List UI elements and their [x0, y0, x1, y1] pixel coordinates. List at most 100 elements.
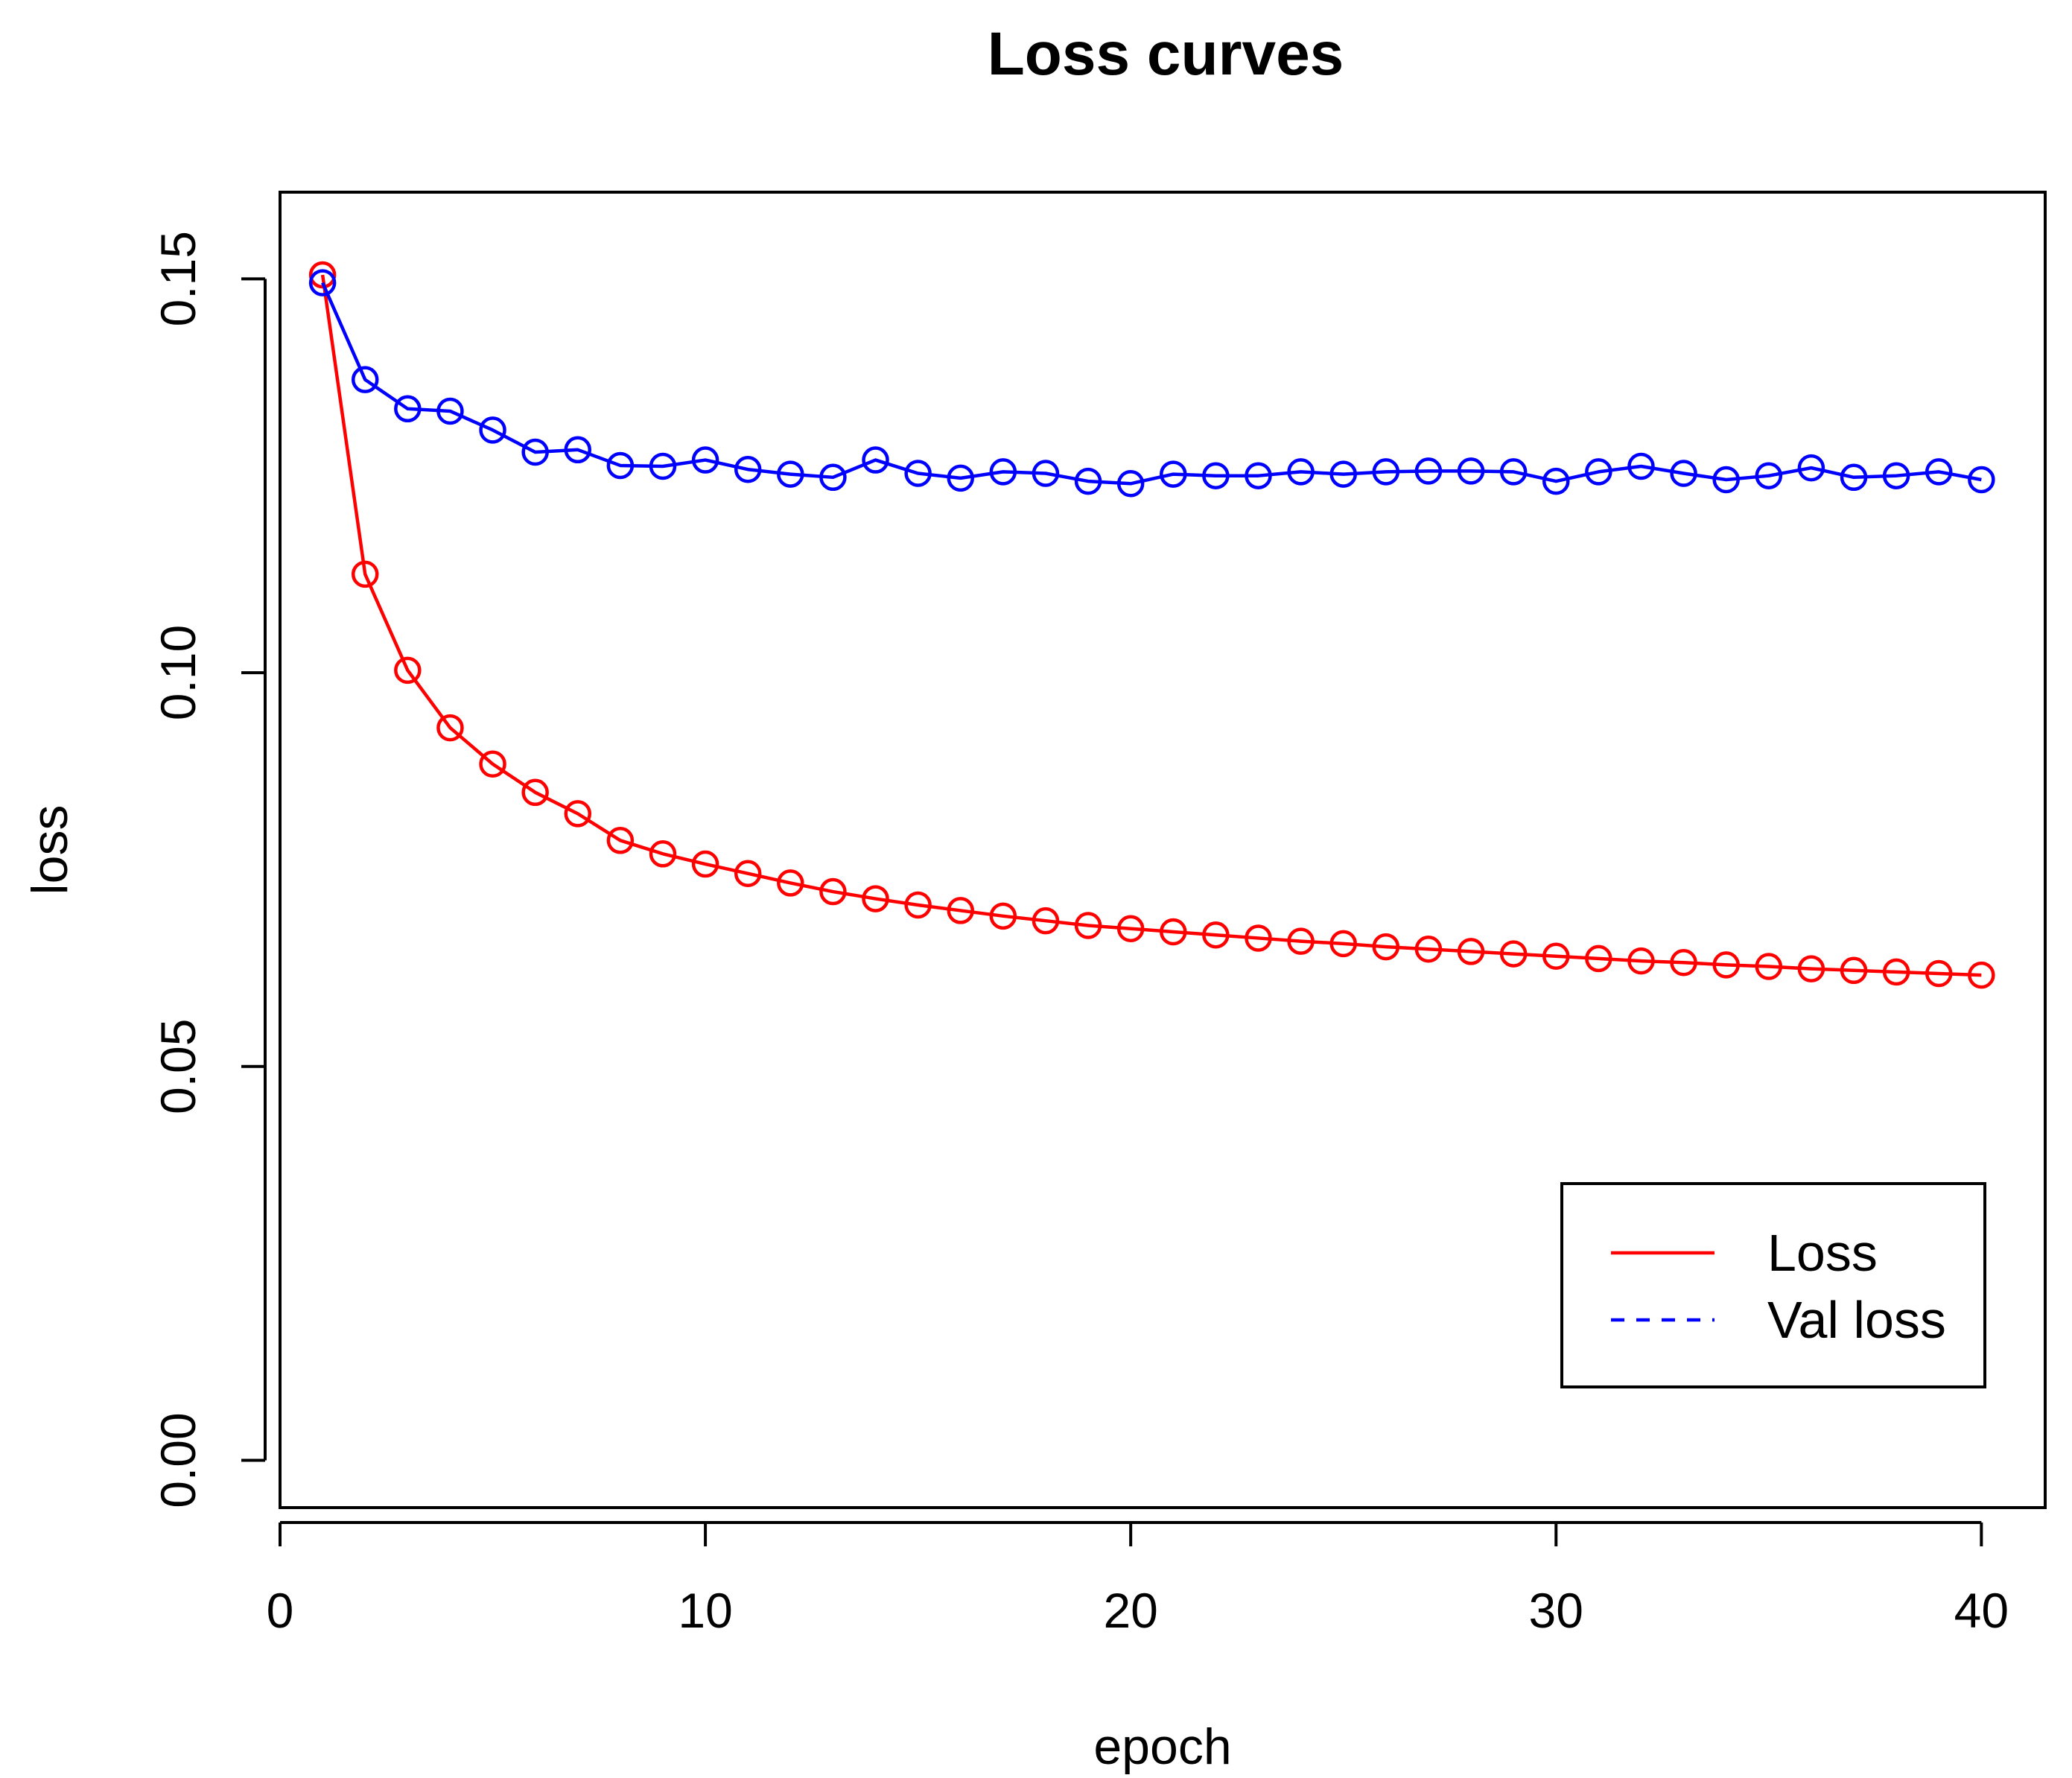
val-loss-point [1245, 462, 1272, 489]
val-loss-point [862, 446, 889, 474]
y-tick-label: 0.00 [150, 1412, 206, 1508]
val-loss-point [989, 458, 1017, 486]
legend-box [1560, 1182, 1986, 1388]
x-tick-label: 0 [267, 1583, 294, 1638]
val-loss-point [819, 463, 847, 492]
val-loss-point [606, 451, 635, 480]
val-loss-point [1925, 458, 1953, 486]
loss-point [1329, 930, 1357, 958]
y-tick-label: 0.10 [150, 625, 206, 720]
loss-point [1414, 935, 1443, 963]
x-axis-label: epoch [1093, 1718, 1231, 1775]
loss-point [606, 827, 635, 854]
val-loss-point [1627, 452, 1655, 480]
val-loss-point [1840, 463, 1868, 492]
loss-point [1074, 912, 1102, 939]
x-tick-label: 10 [678, 1583, 732, 1638]
x-tick-label: 40 [1954, 1583, 2009, 1638]
loss-point [691, 850, 719, 878]
loss-point [436, 714, 464, 742]
val-loss-point [1202, 462, 1230, 489]
val-loss-point [734, 455, 762, 483]
loss-point [989, 902, 1017, 930]
loss-point [1670, 948, 1697, 977]
loss-point [394, 656, 422, 685]
legend: Loss Val loss [1560, 1182, 1986, 1388]
loss-point [1585, 944, 1612, 973]
val-loss-series-line [321, 282, 1982, 486]
val-loss-point [1585, 458, 1612, 486]
loss-point [649, 840, 677, 868]
val-loss-point [1457, 457, 1485, 485]
val-loss-point [308, 269, 337, 296]
loss-point [1840, 956, 1868, 985]
x-tick-label: 30 [1529, 1583, 1583, 1638]
val-loss-point [1372, 458, 1400, 486]
loss-point [1627, 947, 1655, 975]
val-loss-point [1287, 458, 1315, 486]
val-loss-point [1968, 466, 1995, 494]
loss-point [351, 560, 379, 588]
loss-point [1968, 961, 1995, 989]
val-loss-point [1670, 460, 1697, 487]
val-loss-point [691, 446, 719, 474]
val-loss-point [436, 397, 464, 425]
val-loss-point [1032, 460, 1060, 487]
loss-point [1032, 907, 1060, 935]
loss-point [819, 877, 847, 906]
val-loss-point [479, 416, 506, 444]
loss-point [1755, 953, 1783, 980]
loss-series-line [320, 274, 1982, 977]
loss-point [1542, 942, 1570, 971]
loss-point [479, 750, 506, 778]
val-loss-point [1499, 458, 1528, 486]
val-loss-point [394, 395, 422, 423]
val-loss-point [564, 436, 592, 464]
val-loss-point [521, 438, 549, 466]
y-tick-label: 0.05 [150, 1019, 206, 1114]
val-loss-point [1160, 460, 1187, 488]
val-loss-legend-label: Val loss [1767, 1291, 1946, 1349]
y-axis-label: loss [22, 805, 78, 895]
x-tick-label: 20 [1103, 1583, 1157, 1638]
x-axis: 0 10 20 30 40 [267, 1521, 2009, 1638]
chart-title: Loss curves [988, 20, 1344, 88]
loss-point [1925, 959, 1953, 988]
loss-point [862, 885, 889, 912]
loss-point [904, 891, 932, 919]
val-loss-point [947, 464, 974, 492]
loss-point [1882, 958, 1910, 986]
val-loss-point [351, 366, 379, 393]
loss-point [1372, 933, 1400, 961]
loss-point [1457, 938, 1485, 965]
val-loss-point [1116, 470, 1145, 498]
loss-point [564, 800, 592, 828]
val-loss-point [1755, 462, 1783, 489]
loss-point [1160, 918, 1187, 946]
plot-frame [279, 191, 2047, 1509]
val-loss-point [777, 460, 804, 488]
loss-point [1245, 924, 1272, 952]
loss-point [777, 869, 804, 897]
loss-point [1797, 955, 1825, 982]
val-loss-point [904, 460, 932, 487]
loss-point [1712, 951, 1740, 979]
loss-point [1116, 915, 1145, 942]
val-loss-point [1329, 460, 1357, 488]
val-loss-point [1414, 457, 1443, 485]
val-loss-point [1712, 466, 1740, 494]
loss-point [521, 778, 549, 807]
val-loss-point [1797, 454, 1825, 482]
loss-point [947, 897, 974, 924]
loss-point [1287, 927, 1315, 955]
loss-point [734, 860, 762, 887]
loss-point [1202, 921, 1230, 949]
loss-legend-label: Loss [1767, 1224, 1878, 1282]
val-loss-point [1882, 462, 1910, 489]
val-loss-point [649, 452, 677, 480]
y-tick-label: 0.15 [150, 231, 206, 326]
y-axis: 0.00 0.05 0.10 0.15 [150, 231, 267, 1508]
val-loss-point [1074, 467, 1102, 495]
series-layer [308, 261, 1995, 989]
